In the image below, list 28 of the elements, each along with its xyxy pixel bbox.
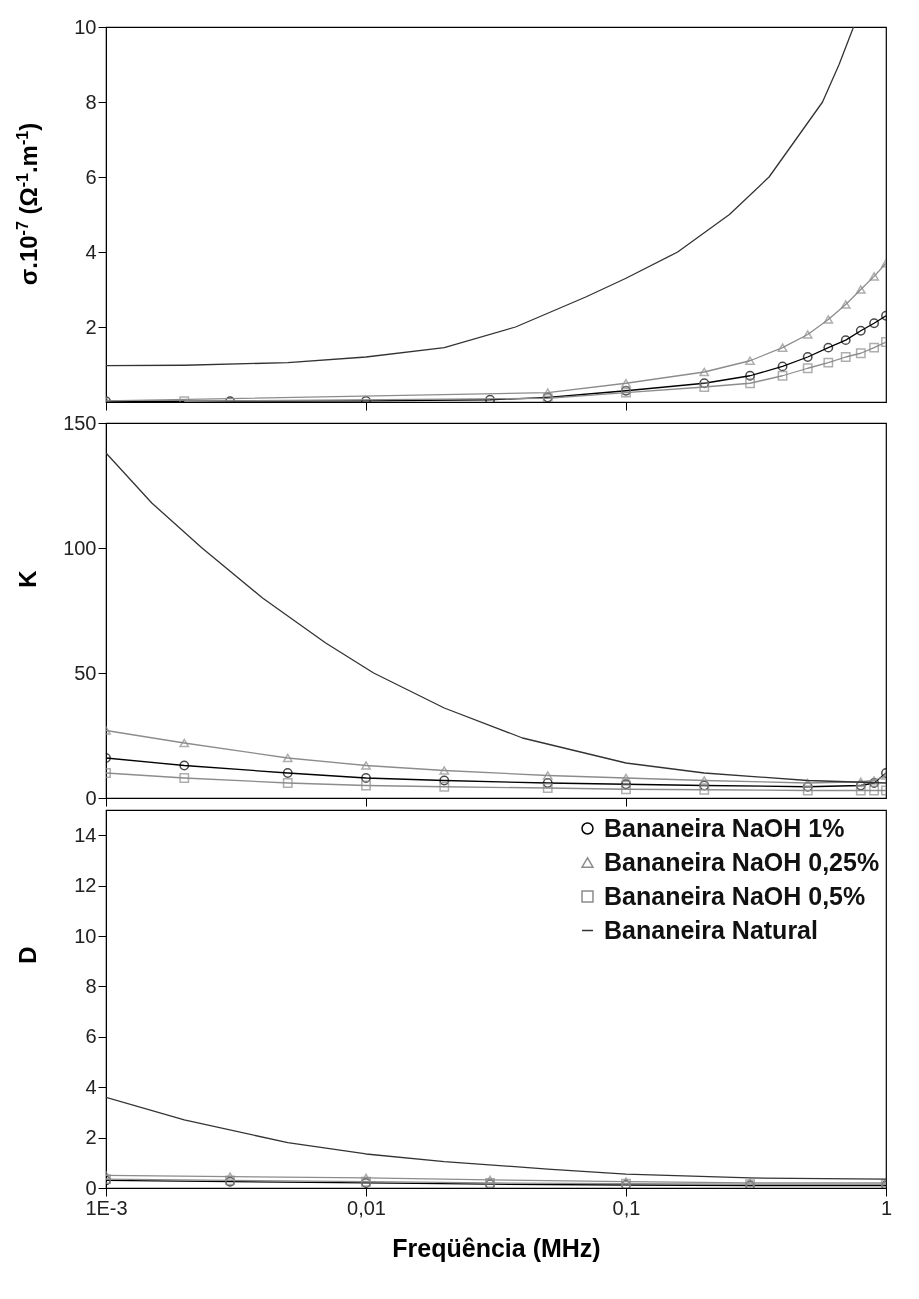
- y-tick-label: 8: [85, 974, 97, 997]
- y-tick-label: 150: [63, 411, 97, 434]
- y-tick-label: 10: [74, 924, 97, 947]
- legend-label: Bananeira NaOH 0,5%: [604, 881, 866, 910]
- x-tick-label: 1: [880, 1196, 893, 1219]
- y-tick-label: 0: [85, 786, 97, 809]
- legend-label: Bananeira NaOH 0,25%: [604, 847, 880, 876]
- y-tick-label: 4: [85, 1075, 97, 1098]
- y-tick-label: 2: [85, 1126, 97, 1149]
- y-axis-title: K: [14, 569, 41, 588]
- legend-label: Bananeira Natural: [604, 915, 818, 944]
- y-tick-label: 8: [85, 90, 97, 113]
- y-tick-label: 0: [85, 1176, 97, 1199]
- x-axis-title: Freqüência (MHz): [392, 1233, 601, 1262]
- y-axis-title: D: [14, 946, 41, 964]
- y-tick-label: 6: [85, 1025, 97, 1048]
- y-tick-label: 10: [74, 15, 97, 38]
- y-tick-label: 50: [74, 661, 97, 684]
- x-tick-label: 0,01: [347, 1196, 386, 1219]
- y-tick-label: 100: [63, 536, 97, 559]
- legend-label: Bananeira NaOH 1%: [604, 813, 845, 842]
- y-tick-label: 6: [85, 165, 97, 188]
- y-tick-label: 2: [85, 315, 97, 338]
- x-tick-label: 0,1: [612, 1196, 641, 1219]
- y-tick-label: 12: [74, 874, 97, 897]
- y-tick-label: 4: [85, 240, 97, 263]
- x-tick-label: 1E-3: [85, 1196, 128, 1219]
- y-tick-label: 14: [74, 823, 97, 846]
